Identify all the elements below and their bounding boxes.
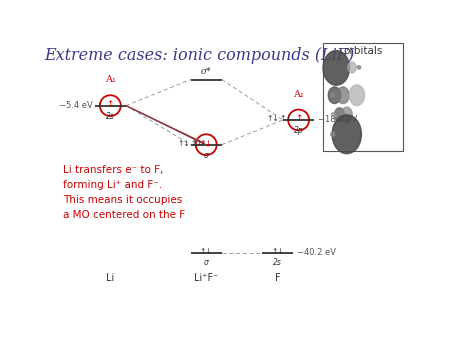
Text: ↑↓: ↑↓ bbox=[266, 114, 279, 123]
Ellipse shape bbox=[349, 85, 364, 105]
Text: ↑↓: ↑↓ bbox=[200, 139, 212, 148]
Ellipse shape bbox=[348, 62, 356, 73]
Ellipse shape bbox=[334, 108, 344, 122]
Ellipse shape bbox=[341, 107, 352, 122]
Text: Li⁺F⁻: Li⁺F⁻ bbox=[194, 273, 218, 283]
Text: orbitals: orbitals bbox=[343, 46, 382, 56]
Text: A₁: A₁ bbox=[105, 74, 116, 83]
Text: σ: σ bbox=[204, 151, 209, 160]
Text: Extreme cases: ionic compounds (LiF): Extreme cases: ionic compounds (LiF) bbox=[44, 47, 354, 64]
Text: ↑: ↑ bbox=[107, 100, 114, 109]
Text: ↑↓: ↑↓ bbox=[200, 247, 212, 256]
Text: −18.7 eV: −18.7 eV bbox=[318, 116, 357, 124]
Ellipse shape bbox=[337, 87, 349, 103]
Text: −40.2 eV: −40.2 eV bbox=[297, 248, 336, 257]
Text: ↑↓: ↑↓ bbox=[177, 139, 190, 148]
Bar bbox=[323, 43, 403, 151]
Ellipse shape bbox=[323, 51, 350, 85]
Text: ↑↓: ↑↓ bbox=[271, 247, 284, 256]
Text: 2p: 2p bbox=[294, 126, 303, 136]
Ellipse shape bbox=[331, 132, 335, 136]
Ellipse shape bbox=[330, 93, 334, 97]
Ellipse shape bbox=[357, 66, 361, 69]
Text: Li: Li bbox=[106, 273, 114, 283]
Text: 2s: 2s bbox=[106, 112, 115, 121]
Text: ↑: ↑ bbox=[295, 114, 302, 123]
Text: σ: σ bbox=[204, 258, 209, 267]
Text: ↑↓: ↑↓ bbox=[279, 114, 292, 123]
Text: 2s: 2s bbox=[273, 258, 282, 267]
Ellipse shape bbox=[328, 87, 341, 103]
Text: A₁: A₁ bbox=[293, 90, 304, 99]
Text: σ*: σ* bbox=[201, 67, 212, 76]
Ellipse shape bbox=[331, 113, 336, 117]
Text: −5.4 eV: −5.4 eV bbox=[59, 101, 93, 110]
Ellipse shape bbox=[332, 115, 361, 154]
Text: Li transfers e⁻ to F,
forming Li⁺ and F⁻.
This means it occupies
a MO centered o: Li transfers e⁻ to F, forming Li⁺ and F⁻… bbox=[63, 166, 185, 220]
Text: ↑↓: ↑↓ bbox=[190, 139, 203, 148]
Text: F: F bbox=[275, 273, 280, 283]
